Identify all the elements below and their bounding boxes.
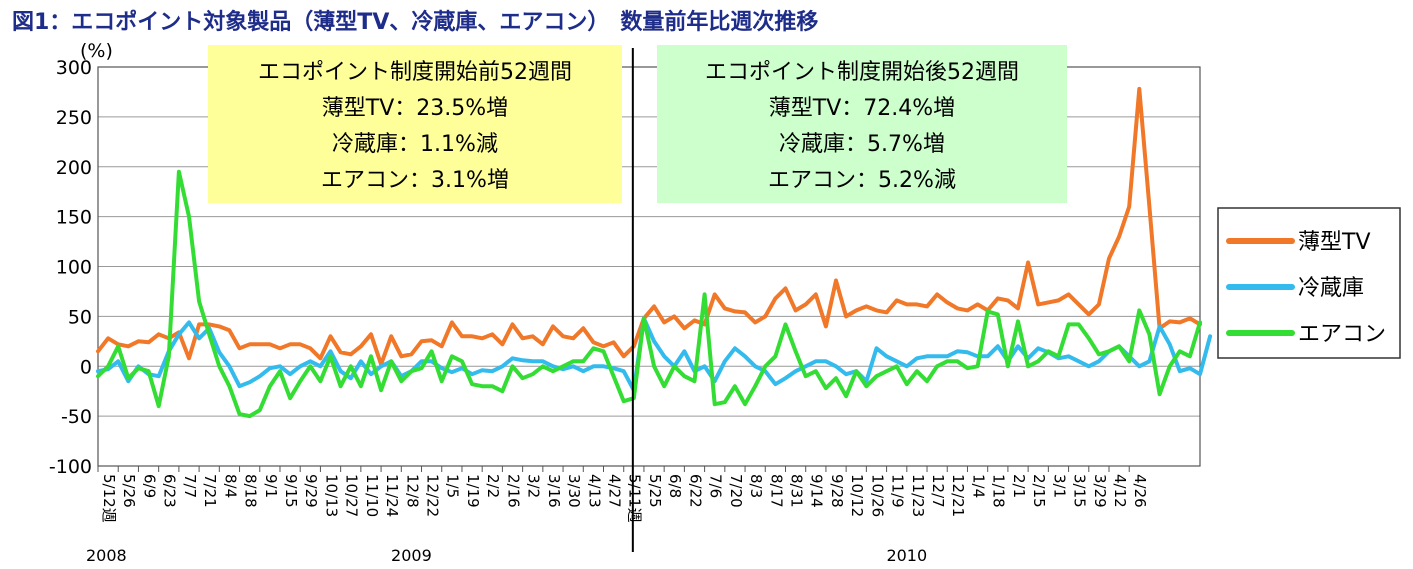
chart-title: 図1：エコポイント対象製品（薄型TV、冷蔵庫、エアコン） 数量前年比週次推移 bbox=[12, 10, 819, 35]
y-tick-label: -50 bbox=[61, 406, 92, 428]
x-tick-label: 1/18 bbox=[990, 474, 1008, 508]
x-tick-label: 3/16 bbox=[545, 474, 563, 508]
y-tick-label: 250 bbox=[56, 107, 92, 129]
x-tick-label: 2/1 bbox=[1010, 474, 1028, 498]
x-tick-label: 10/12 bbox=[848, 474, 866, 517]
annotation-line: 薄型TV：23.5%増 bbox=[322, 96, 508, 121]
x-tick-label: 9/28 bbox=[828, 474, 846, 508]
x-tick-label: 2/16 bbox=[504, 474, 522, 508]
x-tick-label: 1/19 bbox=[464, 474, 482, 508]
x-tick-label: 10/27 bbox=[343, 474, 361, 517]
annotation-line: エアコン：3.1%増 bbox=[321, 168, 509, 193]
x-tick-label: 11/9 bbox=[889, 474, 907, 508]
annotation-line: 冷蔵庫：1.1%減 bbox=[332, 132, 498, 157]
x-tick-label: 6/22 bbox=[686, 474, 704, 508]
x-tick-label: 6/8 bbox=[666, 474, 684, 498]
x-tick-label: 4/13 bbox=[585, 474, 603, 508]
x-tick-label: 3/30 bbox=[565, 474, 583, 508]
y-tick-label: -100 bbox=[49, 456, 92, 478]
x-tick-label: 8/17 bbox=[767, 474, 785, 508]
y-tick-label: 50 bbox=[68, 306, 92, 328]
x-tick-label: 1/5 bbox=[444, 474, 462, 498]
plot-border bbox=[97, 66, 1201, 467]
x-tick-label: 2/2 bbox=[484, 474, 502, 498]
legend-entry: 薄型TV bbox=[1298, 230, 1371, 255]
series-line-3 bbox=[96, 169, 1202, 419]
y-tick-label: 200 bbox=[56, 157, 92, 179]
year-label: 2010 bbox=[886, 546, 927, 565]
annotation-box bbox=[657, 45, 1067, 203]
annotation-line: 冷蔵庫：5.7%増 bbox=[779, 132, 945, 157]
x-tick-label: 8/4 bbox=[221, 474, 239, 498]
y-tick-label: 150 bbox=[56, 207, 92, 229]
annotation-line: エコポイント制度開始前52週間 bbox=[258, 60, 572, 85]
x-tick-label: 7/7 bbox=[181, 474, 199, 498]
x-tick-label: 7/21 bbox=[201, 474, 219, 508]
x-tick-label: 11/23 bbox=[909, 474, 927, 517]
x-tick-label: 9/14 bbox=[808, 474, 826, 508]
x-tick-label: 12/7 bbox=[929, 474, 947, 508]
year-label: 2008 bbox=[86, 546, 127, 565]
y-tick-label: 300 bbox=[56, 57, 92, 79]
legend-entry: エアコン bbox=[1298, 322, 1386, 347]
x-tick-label: 9/29 bbox=[302, 474, 320, 508]
x-tick-label: 5/26 bbox=[120, 474, 138, 508]
x-tick-label: 6/23 bbox=[161, 474, 179, 508]
x-tick-label: 9/1 bbox=[262, 474, 280, 498]
x-tick-label: 6/9 bbox=[140, 474, 158, 498]
x-tick-label: 11/10 bbox=[363, 474, 381, 517]
x-tick-label: 11/24 bbox=[383, 474, 401, 517]
annotation-line: 薄型TV：72.4%増 bbox=[769, 96, 955, 121]
annotation-line: エアコン：5.2%減 bbox=[768, 168, 956, 193]
x-tick-label: 4/27 bbox=[606, 474, 624, 508]
x-tick-label: 3/15 bbox=[1071, 474, 1089, 508]
x-tick-label: 8/31 bbox=[787, 474, 805, 508]
x-tick-label: 5/25 bbox=[646, 474, 664, 508]
x-tick-label: 1/4 bbox=[969, 474, 987, 498]
x-tick-label: 3/2 bbox=[525, 474, 543, 498]
x-tick-label: 3/1 bbox=[1050, 474, 1068, 498]
x-tick-label: 8/3 bbox=[747, 474, 765, 498]
annotation-box bbox=[208, 45, 622, 203]
x-tick-label: 4/26 bbox=[1131, 474, 1149, 508]
x-tick-label: 12/22 bbox=[424, 474, 442, 517]
x-tick-label: 7/6 bbox=[707, 474, 725, 498]
x-tick-label: 5/11週 bbox=[626, 474, 644, 523]
legend-entry: 冷蔵庫 bbox=[1298, 276, 1364, 301]
x-tick-label: 12/8 bbox=[403, 474, 421, 508]
y-tick-label: 0 bbox=[80, 356, 92, 378]
x-tick-label: 10/13 bbox=[322, 474, 340, 517]
annotation-line: エコポイント制度開始後52週間 bbox=[705, 60, 1019, 85]
x-tick-label: 4/12 bbox=[1111, 474, 1129, 508]
x-tick-label: 7/20 bbox=[727, 474, 745, 508]
x-tick-label: 5/12週 bbox=[100, 474, 118, 523]
x-tick-label: 12/21 bbox=[949, 474, 967, 517]
x-tick-label: 9/15 bbox=[282, 474, 300, 508]
year-label: 2009 bbox=[391, 546, 432, 565]
x-tick-label: 8/18 bbox=[242, 474, 260, 508]
x-tick-label: 10/26 bbox=[868, 474, 886, 517]
y-axis-label: (%) bbox=[80, 40, 113, 62]
y-tick-label: 100 bbox=[56, 257, 92, 279]
x-tick-label: 3/29 bbox=[1091, 474, 1109, 508]
x-tick-label: 2/15 bbox=[1030, 474, 1048, 508]
series-line-1 bbox=[96, 86, 1202, 367]
